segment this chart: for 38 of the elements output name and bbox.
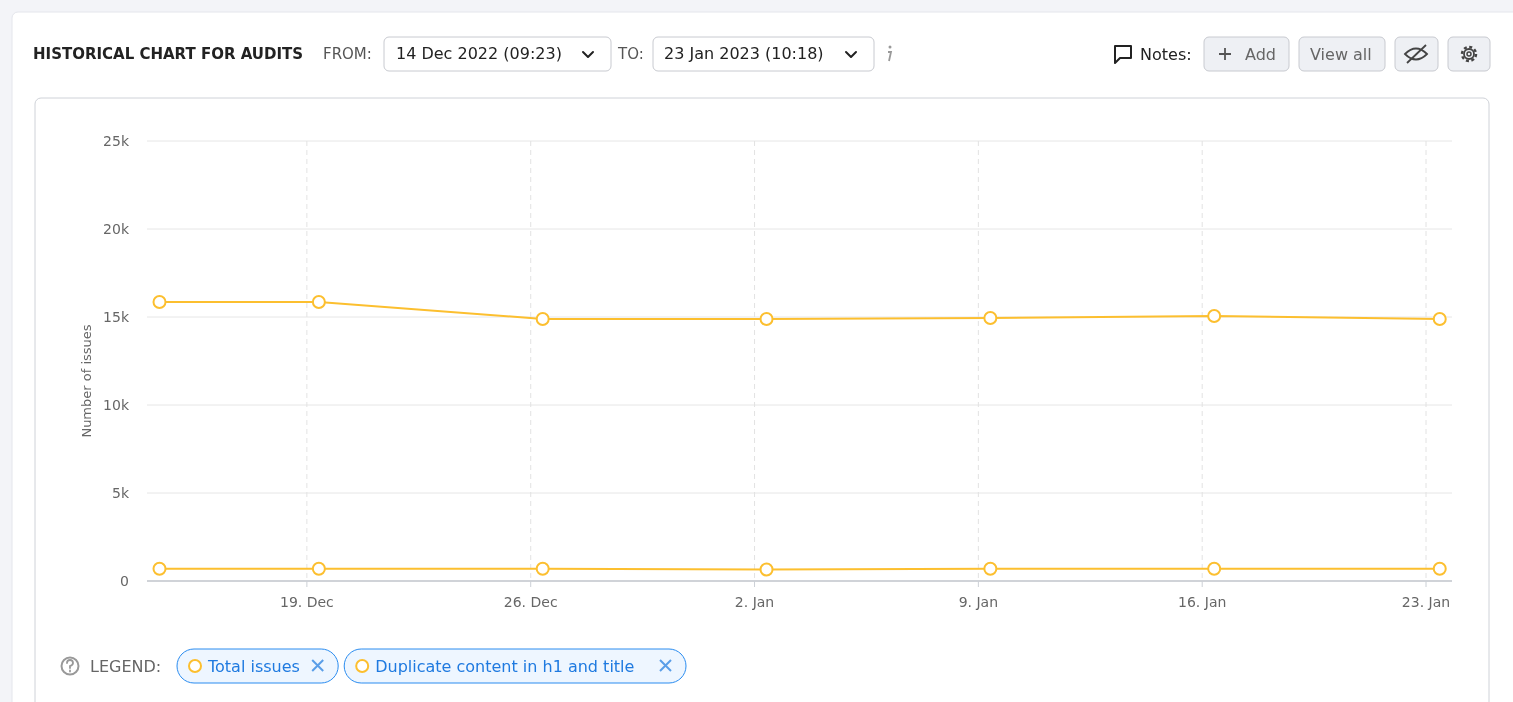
x-tick-label: 9. Jan xyxy=(958,594,999,610)
text: LEGEND: xyxy=(90,657,162,676)
point xyxy=(535,561,550,576)
x-tick-label: 19. Dec xyxy=(279,594,334,610)
text: Notes: xyxy=(1140,45,1192,64)
point xyxy=(1432,561,1447,576)
text: 23 Jan 2023 (10:18) xyxy=(664,44,824,63)
legend-label: Total issues xyxy=(207,657,300,676)
point xyxy=(311,561,326,576)
point xyxy=(759,311,774,326)
y-axis-title: Number of issues xyxy=(79,324,94,438)
point xyxy=(535,311,550,326)
x-tick-label: 26. Dec xyxy=(503,594,558,610)
y-tick-label: 10k xyxy=(103,397,130,413)
text: View all xyxy=(1310,45,1372,64)
x-tick-label: 2. Jan xyxy=(734,594,775,610)
point xyxy=(983,561,998,576)
y-tick-label: 25k xyxy=(103,133,130,149)
x-tick-label: 16. Jan xyxy=(1178,594,1227,610)
x-tick-label: 23. Jan xyxy=(1401,594,1451,610)
y-tick-label: 0 xyxy=(120,573,129,589)
text: Add xyxy=(1245,45,1276,64)
y-tick-label: 5k xyxy=(111,485,130,501)
text: FROM: xyxy=(323,45,372,63)
y-tick-label: 20k xyxy=(103,221,130,237)
point xyxy=(1207,561,1222,576)
point xyxy=(152,295,167,310)
point xyxy=(1432,311,1447,326)
chart-title: HISTORICAL CHART FOR AUDITS xyxy=(33,45,304,63)
point xyxy=(311,295,326,310)
point xyxy=(759,562,774,577)
text: 14 Dec 2022 (09:23) xyxy=(396,44,562,63)
text: TO: xyxy=(617,45,644,63)
legend-label: Duplicate content in h1 and title xyxy=(375,657,635,676)
point xyxy=(152,561,167,576)
y-tick-label: 15k xyxy=(103,309,130,325)
point xyxy=(1207,308,1222,323)
point xyxy=(983,311,998,326)
